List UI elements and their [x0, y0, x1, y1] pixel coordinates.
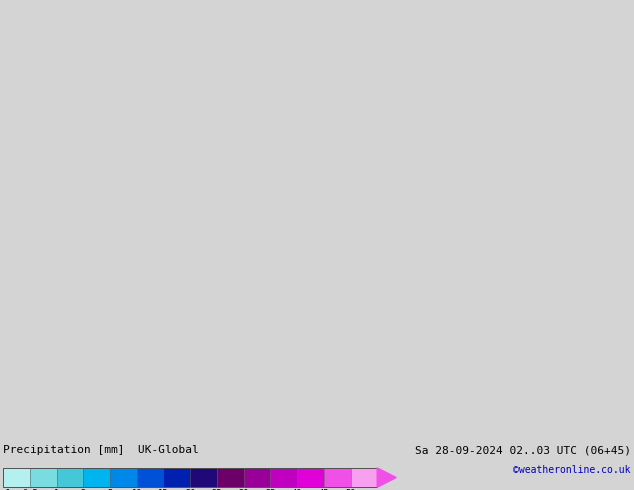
Bar — [297, 468, 324, 487]
Bar — [324, 468, 351, 487]
Bar — [83, 468, 110, 487]
Text: 1: 1 — [54, 489, 59, 490]
Text: 25: 25 — [212, 489, 222, 490]
Bar — [137, 468, 164, 487]
Text: 0.1: 0.1 — [0, 489, 11, 490]
Text: 30: 30 — [238, 489, 249, 490]
Bar — [30, 468, 56, 487]
Text: 10: 10 — [131, 489, 142, 490]
Bar — [3, 468, 377, 487]
Bar — [164, 468, 190, 487]
Text: 5: 5 — [107, 489, 113, 490]
Text: 50: 50 — [346, 489, 356, 490]
Text: 2: 2 — [81, 489, 86, 490]
Bar — [3, 468, 30, 487]
Bar — [351, 468, 377, 487]
Text: 15: 15 — [158, 489, 169, 490]
Bar — [56, 468, 83, 487]
Bar — [190, 468, 217, 487]
Text: ©weatheronline.co.uk: ©weatheronline.co.uk — [514, 465, 631, 475]
Bar — [270, 468, 297, 487]
Text: 35: 35 — [265, 489, 276, 490]
Bar — [110, 468, 137, 487]
Text: Precipitation [mm]  UK-Global: Precipitation [mm] UK-Global — [3, 445, 199, 455]
Text: 45: 45 — [318, 489, 329, 490]
Bar — [243, 468, 270, 487]
Polygon shape — [377, 468, 396, 487]
Bar — [217, 468, 243, 487]
Text: 20: 20 — [185, 489, 195, 490]
Text: 40: 40 — [292, 489, 302, 490]
Text: 0.5: 0.5 — [22, 489, 38, 490]
Text: Sa 28-09-2024 02..03 UTC (06+45): Sa 28-09-2024 02..03 UTC (06+45) — [415, 445, 631, 455]
